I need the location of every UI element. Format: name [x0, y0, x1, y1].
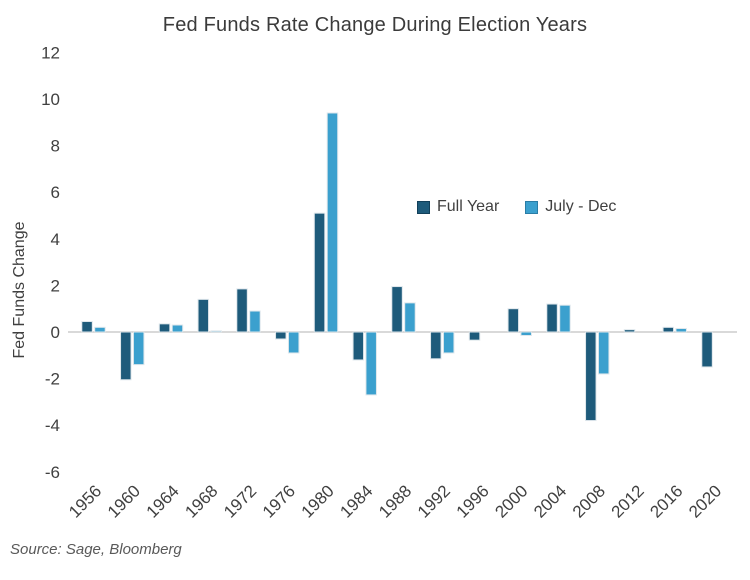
legend-label-full-year: Full Year	[437, 198, 500, 215]
x-tick-label-2008: 2008	[569, 481, 609, 521]
legend-item-full-year: Full Year	[417, 198, 499, 216]
bar-july-dec-1964	[171, 324, 184, 333]
x-tick-label-1980: 1980	[298, 481, 338, 521]
bar-july-dec-2004	[559, 304, 571, 333]
y-tick-label-6: 6	[51, 183, 60, 202]
x-tick-label-1996: 1996	[453, 481, 493, 521]
bar-july-dec-1968	[210, 330, 222, 333]
y-tick-label-8: 8	[51, 137, 60, 156]
x-tick-label-1984: 1984	[336, 481, 376, 521]
x-tick-label-2020: 2020	[685, 481, 725, 521]
x-tick-label-1956: 1956	[65, 481, 105, 521]
bar-july-dec-1992	[442, 331, 455, 354]
x-tick-label-1972: 1972	[220, 481, 260, 521]
x-tick-label-1960: 1960	[104, 481, 144, 521]
bar-full-year-1988	[391, 286, 403, 333]
x-tick-label-1988: 1988	[375, 481, 415, 521]
bar-july-dec-1960	[132, 331, 145, 366]
y-tick-label--2: -2	[45, 370, 60, 389]
bar-july-dec-2008	[597, 331, 610, 375]
bar-full-year-2012	[623, 329, 636, 333]
source-note: Source: Sage, Bloomberg	[10, 541, 182, 558]
bar-full-year-1996	[468, 331, 481, 341]
bar-full-year-1984	[352, 331, 365, 361]
legend-swatch-july-dec	[525, 200, 539, 214]
x-tick-label-1964: 1964	[143, 481, 183, 521]
x-tick-label-2016: 2016	[646, 481, 686, 521]
x-tick-label-1992: 1992	[414, 481, 454, 521]
bar-full-year-1960	[120, 331, 132, 381]
bar-full-year-2000	[507, 308, 520, 333]
bar-july-dec-1980	[326, 112, 339, 333]
chart-legend: Full Year July - Dec	[417, 198, 616, 216]
bar-july-dec-2000	[520, 331, 532, 336]
bar-full-year-1968	[197, 298, 210, 333]
bar-july-dec-1984	[365, 331, 377, 396]
bar-full-year-2004	[546, 303, 558, 333]
bar-full-year-2016	[662, 326, 675, 333]
legend-swatch-full-year	[417, 200, 430, 214]
bar-july-dec-1976	[287, 331, 300, 354]
bar-full-year-2008	[585, 331, 597, 422]
y-tick-label--4: -4	[45, 416, 60, 435]
y-axis-title: Fed Funds Change	[11, 221, 28, 358]
x-tick-label-1968: 1968	[181, 481, 221, 521]
bar-july-dec-1956	[94, 326, 106, 333]
x-tick-label-2004: 2004	[530, 481, 570, 521]
bar-full-year-2020	[701, 331, 713, 368]
bar-full-year-1992	[430, 331, 442, 360]
y-tick-label--6: -6	[45, 463, 60, 482]
y-tick-label-4: 4	[51, 230, 60, 249]
y-tick-label-12: 12	[41, 43, 60, 62]
legend-item-july-dec: July - Dec	[525, 198, 616, 216]
bar-full-year-1972	[236, 288, 248, 333]
bar-full-year-1980	[313, 212, 326, 333]
bar-full-year-1956	[81, 321, 93, 333]
x-tick-label-1976: 1976	[259, 481, 299, 521]
y-tick-label-2: 2	[51, 276, 60, 295]
x-tick-label-2012: 2012	[608, 481, 648, 521]
bar-july-dec-1988	[404, 302, 416, 333]
y-tick-label-10: 10	[41, 90, 60, 109]
bar-july-dec-2016	[675, 328, 687, 333]
x-tick-label-2000: 2000	[491, 481, 531, 521]
bar-july-dec-1972	[249, 310, 261, 333]
bar-full-year-1976	[275, 331, 287, 340]
y-tick-label-0: 0	[51, 323, 60, 342]
chart-title: Fed Funds Rate Change During Election Ye…	[162, 14, 588, 36]
bar-full-year-1964	[158, 323, 171, 333]
legend-label-july-dec: July - Dec	[545, 198, 617, 215]
